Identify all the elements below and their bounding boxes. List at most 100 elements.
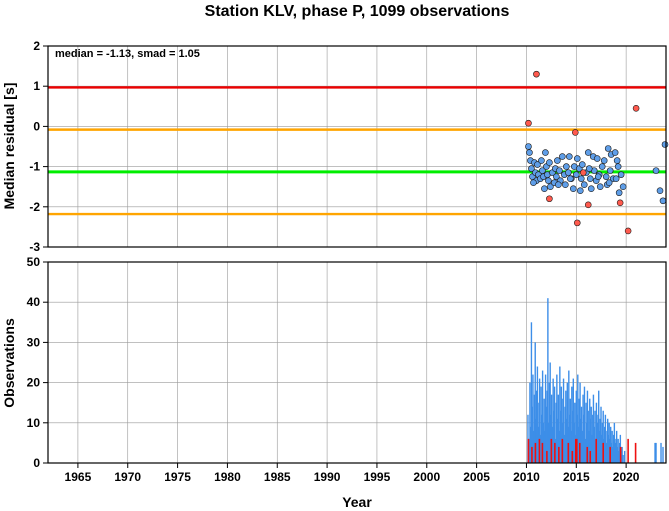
residual-point [594,173,602,180]
observation-bar [538,378,541,463]
observation-bar [598,430,601,463]
residual-frame [47,45,667,248]
residual-point [525,143,532,150]
outlier-bar [531,446,533,463]
outlier-bar [602,442,605,463]
x-tick-label: 1975 [164,470,191,484]
residual-point [563,163,570,170]
observation-bar [542,422,545,463]
observation-bar [540,386,542,463]
observation-bar [623,450,626,463]
x-tick-label: 2005 [463,470,490,484]
residual-point [571,129,579,136]
observation-bar [616,446,619,463]
outlier-bar [534,442,537,463]
observation-bar [575,390,577,463]
residual-point [596,183,604,190]
outlier-bar [571,450,574,463]
residual-point [624,227,632,235]
observation-bar [662,446,664,463]
observation-bar [530,322,533,463]
observation-bar [599,418,601,463]
observation-bar [544,374,547,463]
residual-y-label: Median residual [s] [1,83,17,210]
residual-point [555,181,562,188]
residual-point [569,185,577,193]
residual-points [525,70,669,235]
observation-bar [578,398,580,463]
observation-bar [614,442,616,463]
chart-title: Station KLV, phase P, 1099 observations [205,3,510,20]
observation-bar [622,454,624,463]
x-tick-label: 2015 [563,470,590,484]
observation-bar [569,398,572,463]
observation-bar [545,406,548,463]
residual-point [576,187,584,195]
observation-bar [574,402,576,463]
residual-point [606,167,614,174]
observation-bar [559,410,562,463]
observation-bar [529,382,531,463]
y-tick-label: -3 [29,240,40,254]
residual-point [578,161,586,168]
residual-point [580,181,588,188]
observation-bar [621,446,623,463]
observation-bar [580,406,583,463]
observation-bar [556,418,559,463]
residual-point [533,70,540,78]
observations-panel: 0 10 20 30 40 50 1965 1970 1975 1980 1985 1990 1995… [1,255,667,510]
observation-bar [655,442,657,463]
observations-frame [47,261,667,464]
residual-point [602,173,610,180]
x-tick-label: 1985 [264,470,291,484]
observations-y-label: Observations [1,318,17,408]
x-tick-label: 1990 [314,470,341,484]
residual-point [565,169,572,176]
residual-point [656,187,664,195]
residual-point [562,181,569,188]
observation-bar [547,298,549,463]
outlier-bar [609,446,611,463]
observation-bar [536,366,539,463]
observation-bar [595,402,598,463]
residual-point [617,171,625,178]
observation-bar [572,378,574,463]
outlier-bar [575,438,578,463]
observation-bar [577,374,579,463]
reference-lines [48,86,666,216]
observation-bar [594,410,596,463]
observation-bar [581,430,583,463]
outlier-bar [550,438,553,463]
x-tick-label: 2010 [513,470,540,484]
observation-bar [532,374,534,463]
residual-point [613,157,621,164]
observation-bar [589,418,592,463]
residual-point [559,153,566,160]
observation-bar [598,390,600,463]
residual-point [546,159,553,166]
observation-bar [562,378,565,463]
observation-bar [615,430,618,463]
observation-bar [529,426,532,463]
residual-point [584,149,592,156]
residual-point [593,155,601,162]
residual-point [528,165,535,172]
observation-bar [550,394,553,463]
observation-bar [557,394,560,463]
residual-point [600,157,608,164]
y-tick-label: 0 [33,119,40,133]
observation-bars [527,298,664,463]
observation-bar [608,422,610,463]
observation-bar [604,414,607,463]
observation-bar [532,430,535,463]
residual-point [659,197,667,205]
residual-point [611,149,619,156]
residual-point [614,163,622,170]
outlier-bar [589,450,592,463]
observation-bar [660,442,662,463]
observation-bar [560,386,563,463]
observation-bar [563,434,566,463]
y-tick-label: 0 [33,456,40,470]
residual-point [616,199,624,207]
